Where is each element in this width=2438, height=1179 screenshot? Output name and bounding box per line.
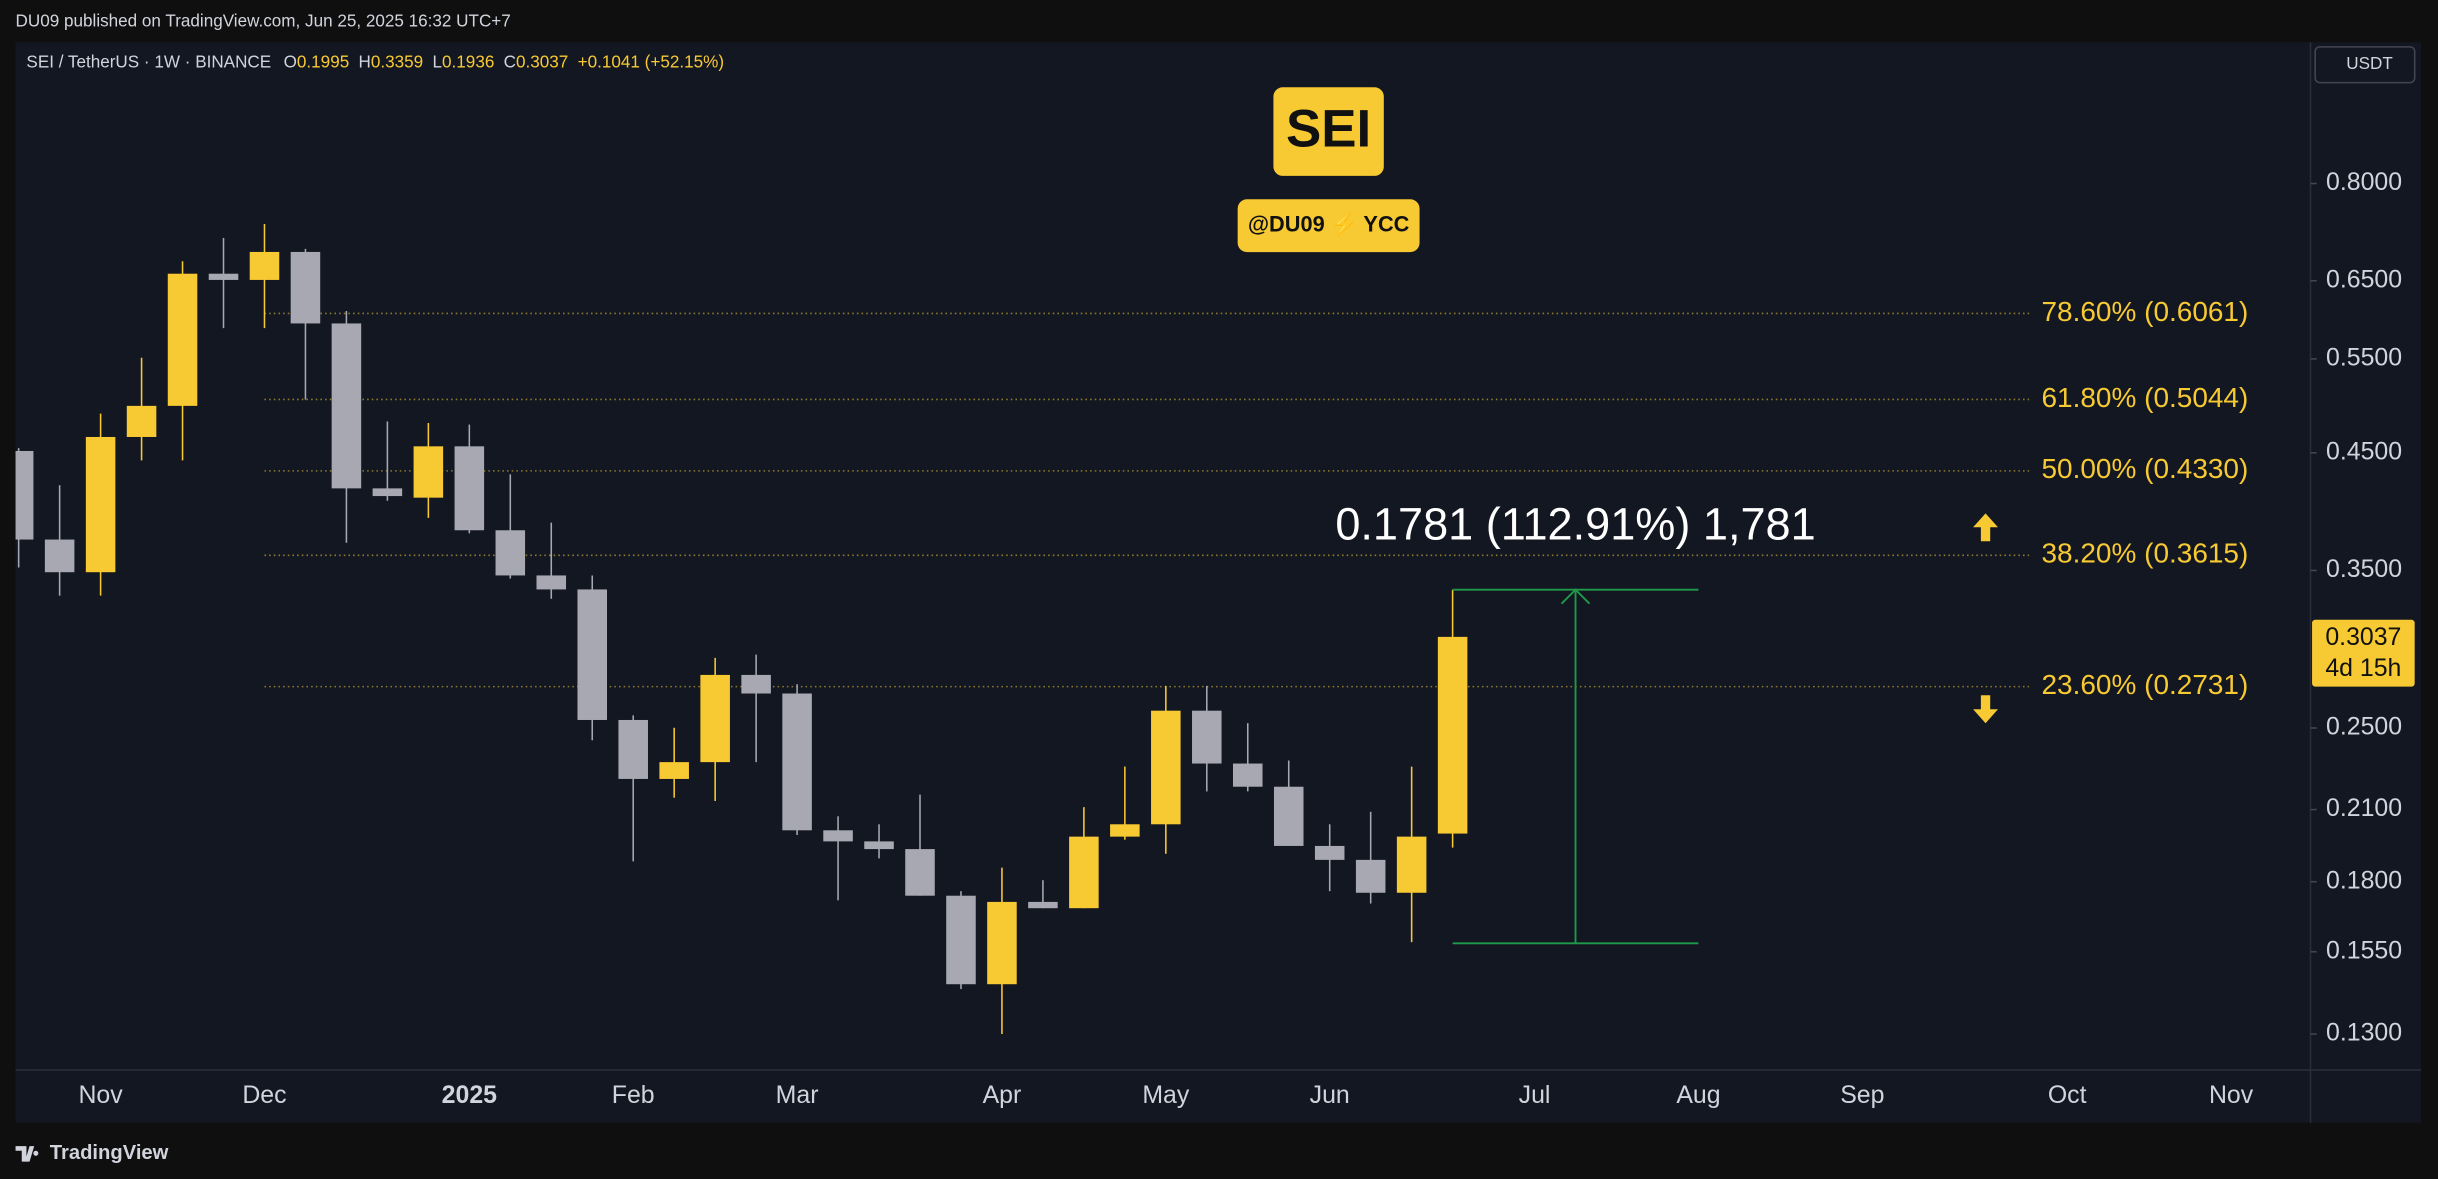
y-tick-label: 0.1550: [2326, 936, 2402, 964]
candle-body: [413, 446, 444, 498]
fib-label: 23.60% (0.2731): [2042, 669, 2249, 700]
y-tick-label: 0.2100: [2326, 794, 2402, 822]
candle-body: [1273, 786, 1304, 846]
candle-body: [1355, 859, 1386, 893]
candle-body: [331, 323, 362, 489]
fib-label: 78.60% (0.6061): [2042, 296, 2249, 327]
measure-label: 0.1781 (112.91%) 1,781: [1335, 498, 1815, 549]
x-tick-label: Dec: [242, 1081, 286, 1109]
candle-body: [15, 450, 34, 540]
currency: USDT: [2346, 54, 2393, 73]
measure-arrowhead: [1560, 588, 1591, 605]
candle-body: [372, 488, 403, 497]
candle-body: [946, 895, 976, 985]
candle-body: [1232, 763, 1263, 787]
y-tick-label: 0.4500: [2326, 437, 2402, 465]
legend-value: 0.3359: [371, 52, 423, 71]
candle-body: [577, 589, 608, 720]
candle-body: [1396, 836, 1427, 893]
x-tick-label: Nov: [78, 1081, 123, 1109]
arrow-up-icon: [1973, 513, 1998, 542]
legend: SEI / TetherUS · 1W · BINANCE O0.1995 H0.3…: [26, 52, 724, 71]
chart-pane: [15, 42, 2421, 1123]
candle-body: [249, 251, 280, 280]
fib-label: 38.20% (0.3615): [2042, 538, 2249, 569]
x-tick-label: Jul: [1519, 1081, 1551, 1109]
legend-key: L: [433, 52, 443, 71]
watermark-subtitle: @DU09 ⚡ YCC: [1248, 211, 1410, 237]
arrow-down-icon: [1973, 695, 1998, 724]
candle-body: [1069, 836, 1099, 909]
currency-box[interactable]: [2314, 46, 2416, 84]
x-tick-label: Oct: [2048, 1081, 2087, 1109]
candle-body: [495, 530, 526, 576]
legend-value: 0.3037: [516, 52, 568, 71]
candle-body: [167, 273, 198, 406]
legend-symbol: SEI / TetherUS · 1W · BINANCE: [26, 52, 271, 71]
watermark-box: [1273, 87, 1384, 176]
price-tag-value: 0.3037: [2325, 623, 2401, 651]
candle-body: [1437, 636, 1468, 834]
candle-body: [536, 575, 567, 590]
watermark-title: SEI: [1286, 99, 1371, 158]
candle-body: [782, 693, 812, 831]
tradingview-logo: [15, 1146, 39, 1162]
price-tag: [2312, 619, 2415, 687]
candle-body: [987, 901, 1017, 985]
y-tick-label: 0.1800: [2326, 866, 2402, 894]
watermark-badge: [1237, 199, 1420, 253]
candle-body: [290, 251, 321, 324]
publish-info: DU09 published on TradingView.com, Jun 2…: [16, 11, 511, 30]
candle-body: [741, 674, 771, 694]
candle-body: [1110, 824, 1140, 837]
candle-body: [1151, 710, 1181, 825]
legend-change: +0.1041 (+52.15%): [578, 52, 724, 71]
x-tick-label: Feb: [612, 1081, 655, 1109]
x-tick-label: Nov: [2209, 1081, 2254, 1109]
candle-body: [208, 273, 239, 280]
legend-key: C: [504, 52, 516, 71]
candle-body: [1314, 845, 1345, 860]
x-tick-label: Aug: [1676, 1081, 1720, 1109]
x-tick-label: Apr: [983, 1081, 1022, 1109]
fib-label: 61.80% (0.5044): [2042, 382, 2249, 413]
y-tick-label: 0.3500: [2326, 555, 2402, 583]
candle-body: [454, 446, 485, 531]
brand: TradingView: [50, 1142, 169, 1164]
legend-value: 0.1936: [442, 52, 494, 71]
candle-body: [659, 762, 689, 779]
candle-body: [1192, 710, 1222, 764]
x-tick-label: May: [1142, 1081, 1190, 1109]
legend-key: O: [284, 52, 297, 71]
candle-body: [618, 719, 648, 779]
candle-body: [85, 436, 116, 573]
candle-body: [44, 539, 75, 573]
x-tick-label: Sep: [1840, 1081, 1884, 1109]
price-tag-countdown: 4d 15h: [2325, 654, 2401, 682]
candle-body: [905, 849, 935, 896]
legend-value: 0.1995: [297, 52, 349, 71]
x-tick-label: Mar: [776, 1081, 819, 1109]
y-tick-label: 0.6500: [2326, 265, 2402, 293]
y-tick-label: 0.8000: [2326, 168, 2402, 196]
candle-body: [864, 841, 894, 850]
candle-body: [700, 674, 730, 763]
candle-body: [823, 830, 853, 842]
legend-key: H: [359, 52, 371, 71]
y-tick-label: 0.5500: [2326, 343, 2402, 371]
x-tick-label: 2025: [442, 1081, 497, 1109]
plot-area: [15, 223, 2030, 1035]
candle-body: [126, 405, 157, 437]
x-tick-label: Jun: [1310, 1081, 1350, 1109]
fib-label: 50.00% (0.4330): [2042, 453, 2249, 484]
y-tick-label: 0.2500: [2326, 713, 2402, 741]
y-tick-label: 0.1300: [2326, 1019, 2402, 1047]
candle-body: [1028, 901, 1058, 909]
